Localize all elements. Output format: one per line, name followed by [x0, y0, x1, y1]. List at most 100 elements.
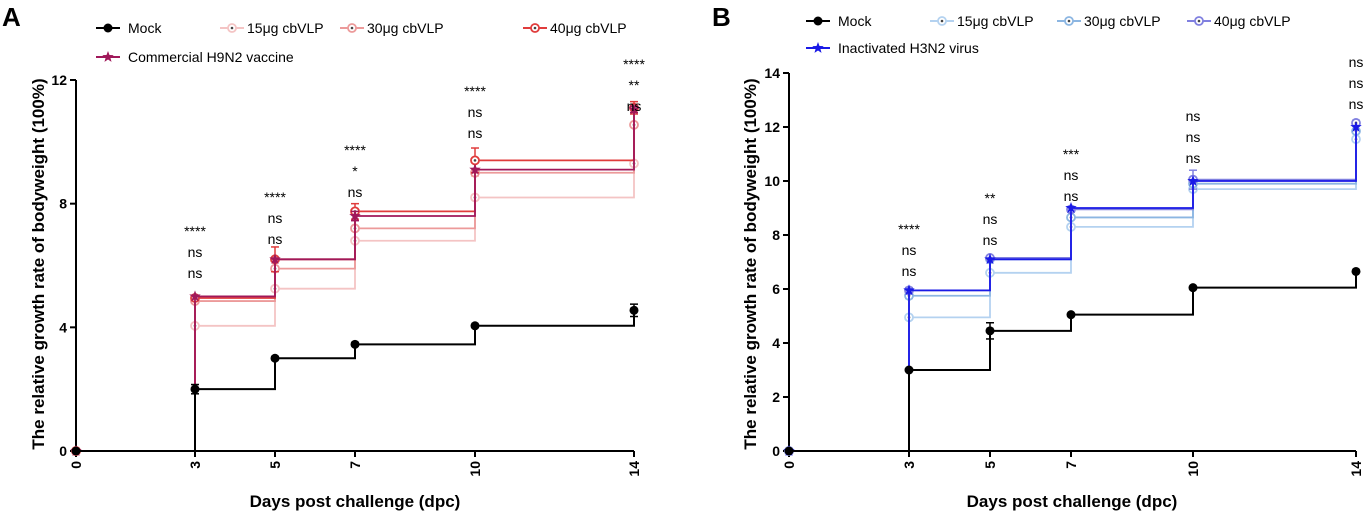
- y-tick-label: 4: [59, 319, 67, 335]
- legend-label: 15μg cbVLP: [957, 13, 1034, 29]
- significance-label: ns: [1186, 150, 1201, 166]
- significance-annotation: ns ns **: [983, 190, 998, 248]
- legend-marker: [1064, 16, 1074, 26]
- x-tick-label: 0: [781, 461, 797, 469]
- data-point: [904, 365, 914, 375]
- legend-label: 15μg cbVLP: [247, 20, 324, 36]
- significance-label: ****: [464, 83, 486, 99]
- series-0: [71, 303, 639, 456]
- significance-label: ns: [1064, 188, 1079, 204]
- data-point: [984, 253, 996, 265]
- significance-label: ns: [902, 242, 917, 258]
- significance-annotation: ns ns ns: [1186, 108, 1201, 166]
- legend-label: Inactivated H3N2 virus: [838, 40, 979, 56]
- significance-label: ns: [902, 263, 917, 279]
- legend-label: 30μg cbVLP: [1084, 13, 1161, 29]
- y-tick-label: 8: [772, 227, 780, 243]
- series-line: [789, 139, 1357, 452]
- panel-b-letter: B: [712, 2, 731, 32]
- x-tick-label: 14: [626, 461, 642, 477]
- x-tick-label: 5: [982, 461, 998, 469]
- significance-label: ns: [188, 244, 203, 260]
- x-tick-label: 10: [467, 461, 483, 477]
- data-point: [190, 384, 200, 394]
- data-point: [1066, 310, 1076, 320]
- data-point: [270, 353, 280, 363]
- legend-entry: Mock: [806, 13, 872, 29]
- significance-label: ns: [627, 98, 642, 114]
- x-tick-label: 10: [1185, 461, 1201, 477]
- data-point: [1351, 266, 1361, 276]
- legend-entry: 15μg cbVLP: [930, 13, 1034, 29]
- significance-annotation: ns ns ****: [898, 221, 920, 279]
- legend-marker: [103, 23, 113, 33]
- series-0: [784, 266, 1361, 456]
- y-tick-label: 0: [772, 443, 780, 459]
- legend-marker-dot: [1067, 19, 1071, 23]
- data-point: [350, 339, 360, 349]
- significance-label: **: [985, 190, 996, 206]
- y-tick-label: 12: [764, 119, 780, 135]
- series-line: [789, 127, 1357, 452]
- legend-marker: [1194, 16, 1204, 26]
- data-point: [628, 103, 640, 115]
- legend-entry: 30μg cbVLP: [1057, 13, 1161, 29]
- data-point: [1188, 283, 1198, 293]
- significance-label: ****: [898, 221, 920, 237]
- data-point: [349, 210, 361, 221]
- x-tick-label: 0: [68, 461, 84, 469]
- significance-label: ns: [1186, 108, 1201, 124]
- panel-a-letter: A: [2, 2, 21, 32]
- legend-marker-dot: [350, 26, 354, 30]
- data-point: [71, 446, 81, 456]
- legend-entry: Inactivated H3N2 virus: [806, 40, 979, 56]
- legend-label: Mock: [128, 20, 162, 36]
- data-point: [903, 284, 915, 296]
- legend-label: Commercial H9N2 vaccine: [128, 49, 294, 65]
- data-point: [1065, 202, 1077, 213]
- significance-label: ns: [1064, 167, 1079, 183]
- panel-b: B 0 2 4 6 8 10 12 14 0 3 5 7 10 14 ns ns **** ns ns ** ns ns *…: [712, 2, 1363, 511]
- data-point: [1187, 175, 1199, 186]
- panel-a-x-axis-title: Days post challenge (dpc): [250, 492, 461, 511]
- data-point-dot: [473, 159, 477, 162]
- panel-a-y-axis-title: The relative growth rate of bodyweight (…: [29, 78, 48, 449]
- significance-label: ns: [1349, 75, 1363, 91]
- legend-entry: 40μg cbVLP: [523, 20, 627, 36]
- significance-label: ****: [184, 223, 206, 239]
- x-tick-label: 3: [901, 461, 917, 469]
- data-point: [985, 326, 995, 336]
- significance-annotation: ns ns ****: [264, 189, 286, 247]
- y-tick-label: 4: [772, 335, 780, 351]
- significance-label: ***: [1063, 146, 1080, 162]
- legend-marker: [813, 16, 823, 26]
- legend-marker: [227, 23, 237, 33]
- significance-annotation: ns ns ns: [1349, 54, 1363, 112]
- data-point: [189, 290, 201, 302]
- significance-label: ns: [268, 231, 283, 247]
- data-point: [629, 305, 639, 315]
- significance-label: ns: [268, 210, 283, 226]
- legend-marker-dot: [533, 26, 537, 30]
- series-line: [789, 271, 1357, 452]
- legend-label: Mock: [838, 13, 872, 29]
- data-point: [784, 446, 794, 456]
- significance-label: ns: [1349, 96, 1363, 112]
- legend-marker: [937, 16, 947, 26]
- significance-label: ****: [623, 56, 645, 72]
- x-tick-label: 14: [1348, 461, 1363, 477]
- legend-entry: 30μg cbVLP: [340, 20, 444, 36]
- panel-b-x-axis-title: Days post challenge (dpc): [967, 492, 1178, 511]
- data-point: [1350, 121, 1362, 132]
- legend-entry: Commercial H9N2 vaccine: [96, 49, 294, 65]
- legend-label: 30μg cbVLP: [367, 20, 444, 36]
- panel-b-legend: Mock 15μg cbVLP 30μg cbVLP 40μg cbVLP Inacti…: [806, 13, 1291, 56]
- y-tick-label: 8: [59, 196, 67, 212]
- significance-label: ns: [188, 265, 203, 281]
- legend-marker-dot: [940, 19, 944, 23]
- significance-label: ns: [1349, 54, 1363, 70]
- panel-b-y-axis-title: The relative growth rate of bodyweight (…: [741, 78, 760, 449]
- x-tick-label: 7: [347, 461, 363, 469]
- data-point: [470, 155, 480, 166]
- series-4: [70, 103, 640, 456]
